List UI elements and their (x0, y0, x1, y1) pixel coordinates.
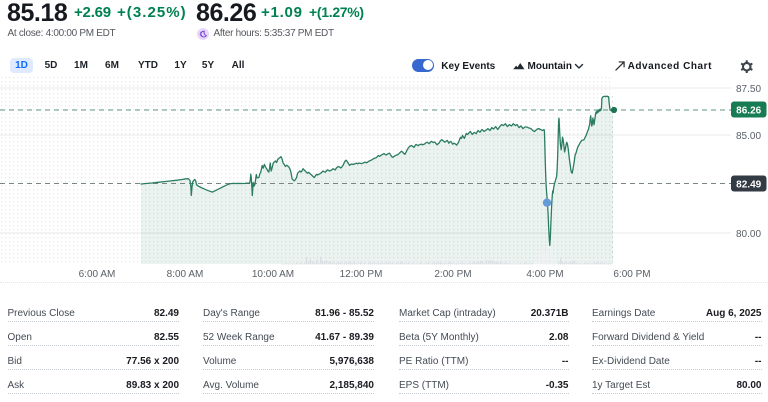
svg-text:2:00 PM: 2:00 PM (434, 269, 471, 280)
svg-text:12:00 PM: 12:00 PM (340, 269, 383, 280)
svg-text:10:00 AM: 10:00 AM (252, 269, 294, 280)
svg-text:86.26: 86.26 (736, 105, 761, 116)
svg-text:82.49: 82.49 (736, 179, 761, 190)
svg-text:87.50: 87.50 (736, 84, 761, 95)
svg-text:80.00: 80.00 (736, 229, 761, 240)
svg-text:6:00 AM: 6:00 AM (79, 269, 116, 280)
svg-text:4:00 PM: 4:00 PM (526, 269, 563, 280)
svg-text:8:00 AM: 8:00 AM (167, 269, 204, 280)
svg-text:85.00: 85.00 (736, 131, 761, 142)
svg-text:6:00 PM: 6:00 PM (613, 269, 650, 280)
